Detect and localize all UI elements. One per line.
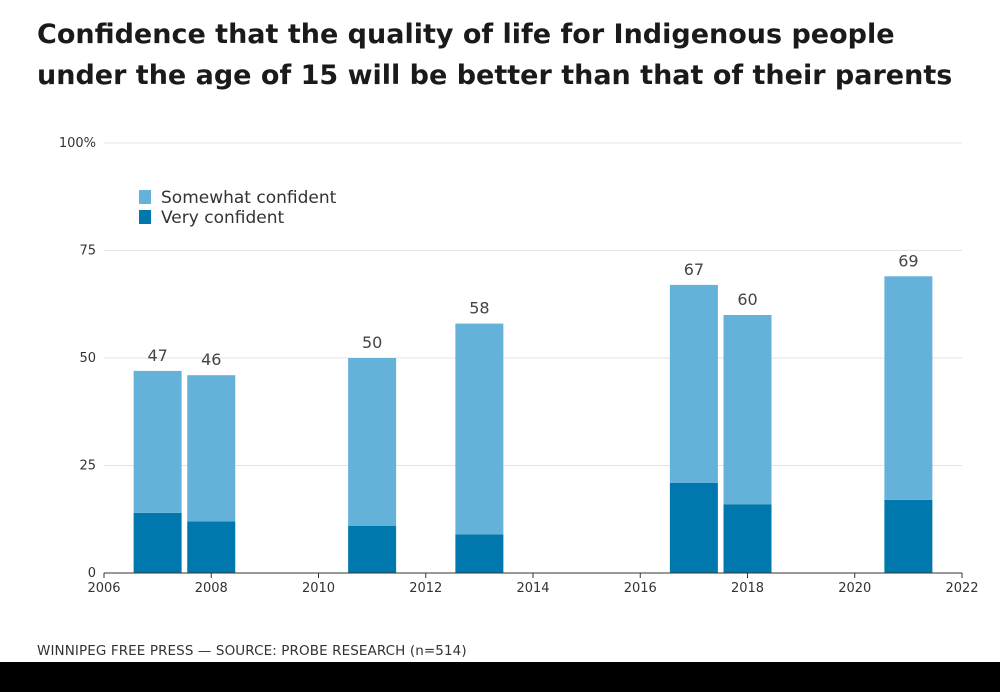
gridlines (104, 142, 962, 466)
y-tick-label-100: 100% (59, 136, 96, 151)
x-tick-label-2020: 2020 (838, 581, 871, 596)
y-tick-label-75: 75 (79, 244, 96, 259)
x-tick-label-2018: 2018 (731, 581, 764, 596)
bar-total-label-2021: 69 (898, 251, 918, 270)
bar-very-2007 (133, 512, 182, 573)
chart-title: Confidence that the quality of life for … (37, 19, 953, 91)
bar-total-label-2017: 67 (684, 260, 704, 279)
y-tick-label-50: 50 (79, 351, 96, 366)
bar-total-label-2011: 50 (362, 333, 382, 352)
legend-label-1: Very confident (161, 208, 284, 228)
x-tick-label-2010: 2010 (302, 581, 335, 596)
bars (133, 276, 933, 573)
bar-somewhat-2018 (723, 315, 772, 505)
y-tick-label-0: 0 (88, 566, 96, 581)
y-tick-label-25: 25 (79, 459, 96, 474)
axes: 0 25 50 75 100% 2006 2008 2010 2012 2014 2016 2018 2… (59, 136, 979, 596)
bottom-bar (0, 662, 1000, 692)
x-tick-label-2014: 2014 (516, 581, 549, 596)
bar-somewhat-2017 (669, 284, 718, 483)
bar-very-2011 (348, 525, 397, 573)
bar-somewhat-2007 (133, 370, 182, 513)
bar-very-2008 (187, 521, 236, 573)
bar-somewhat-2011 (348, 358, 397, 526)
bar-very-2021 (884, 499, 933, 573)
bar-total-label-2008: 46 (201, 350, 221, 369)
legend-swatch-1 (139, 210, 151, 224)
source-footer: WINNIPEG FREE PRESS — SOURCE: PROBE RESE… (37, 643, 467, 659)
bar-total-label-2007: 47 (147, 346, 167, 365)
bar-total-label-2013: 58 (469, 299, 489, 318)
bar-somewhat-2013 (455, 323, 504, 535)
x-tick-label-2008: 2008 (195, 581, 228, 596)
bar-somewhat-2008 (187, 375, 236, 522)
bar-somewhat-2021 (884, 276, 933, 500)
bar-very-2017 (669, 482, 718, 573)
legend-swatch-0 (139, 190, 151, 204)
x-tick-label-2012: 2012 (409, 581, 442, 596)
legend-label-0: Somewhat confident (161, 188, 337, 208)
x-tick-label-2006: 2006 (87, 581, 120, 596)
bar-total-label-2018: 60 (737, 290, 757, 309)
bar-very-2018 (723, 504, 772, 573)
stacked-bar-chart: 47 46 50 58 67 60 69 0 25 50 75 100% 2006 2008 2010 20… (59, 136, 979, 596)
x-tick-label-2022: 2022 (945, 581, 978, 596)
x-tick-label-2016: 2016 (624, 581, 657, 596)
bar-value-labels: 47 46 50 58 67 60 69 (147, 251, 918, 369)
bar-very-2013 (455, 534, 504, 573)
